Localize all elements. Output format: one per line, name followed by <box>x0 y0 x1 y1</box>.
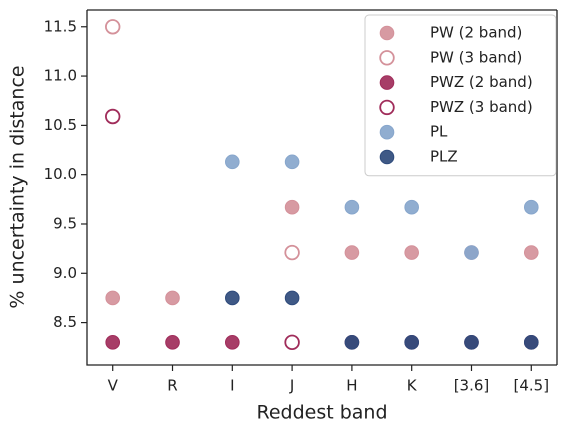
y-tick-label: 11.5 <box>44 17 77 35</box>
point <box>284 154 300 170</box>
point <box>404 245 419 260</box>
point <box>105 19 121 35</box>
x-tick-label: [3.6] <box>454 377 490 395</box>
y-tick-label: 10.0 <box>44 165 77 183</box>
y-axis-title: % uncertainty in distance <box>7 65 29 308</box>
legend-label: PLZ <box>430 148 458 166</box>
point <box>344 199 360 215</box>
x-tick-label: H <box>346 377 357 395</box>
y-tick-label: 11.0 <box>44 67 77 85</box>
y-tick-label: 9.0 <box>53 264 77 282</box>
legend-label: PW (2 band) <box>430 24 522 42</box>
point <box>284 334 300 351</box>
point <box>165 290 180 306</box>
legend-marker <box>379 124 395 140</box>
point <box>523 199 539 215</box>
point <box>344 245 360 260</box>
point <box>225 290 240 306</box>
x-axis-title: Reddest band <box>256 402 387 423</box>
y-tick-label: 8.5 <box>53 313 77 331</box>
point <box>404 199 419 215</box>
y-tick-label: 9.5 <box>53 214 77 232</box>
legend-marker <box>379 149 395 165</box>
legend-label: PW (3 band) <box>430 48 522 66</box>
y-tick-label: 10.5 <box>44 116 77 134</box>
legend-label: PWZ (2 band) <box>430 73 533 91</box>
legend-label: PL <box>430 123 448 141</box>
point <box>284 244 300 261</box>
axes-frame <box>86 10 557 366</box>
x-tick-label: J <box>289 377 294 395</box>
point <box>523 335 539 350</box>
point <box>284 290 300 306</box>
x-tick-label: [4.5] <box>514 377 550 395</box>
legend-label: PWZ (3 band) <box>430 98 533 116</box>
point <box>165 335 180 350</box>
point <box>464 245 479 260</box>
x-tick-label: I <box>230 377 234 395</box>
legend-marker <box>379 75 395 90</box>
point <box>105 335 121 350</box>
point <box>464 335 479 350</box>
x-tick-label: V <box>108 377 119 395</box>
x-tick-label: R <box>167 377 177 395</box>
legend-box <box>364 14 557 177</box>
legend-marker <box>379 25 395 41</box>
point <box>404 335 419 350</box>
point <box>105 108 121 125</box>
point <box>225 335 240 350</box>
legend-marker <box>379 50 395 66</box>
point <box>105 290 121 306</box>
point <box>344 335 360 350</box>
x-tick-label: K <box>407 377 418 395</box>
point <box>284 199 300 215</box>
point <box>523 245 539 260</box>
legend-marker <box>379 99 395 116</box>
point <box>225 154 240 170</box>
